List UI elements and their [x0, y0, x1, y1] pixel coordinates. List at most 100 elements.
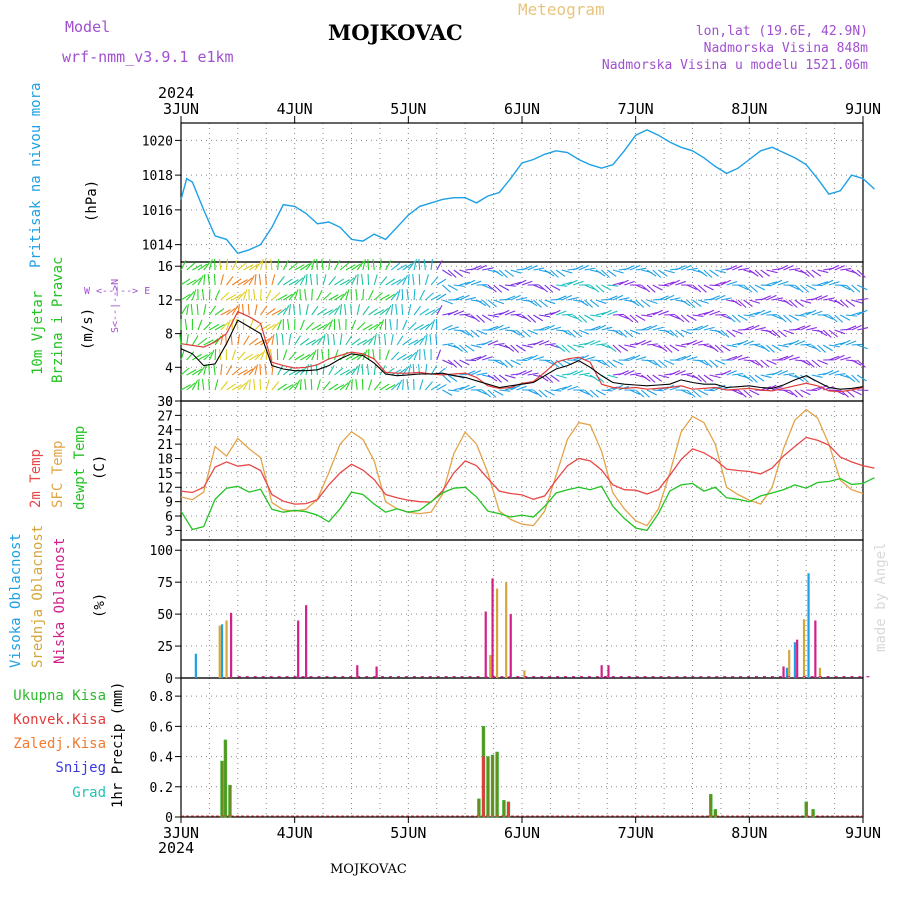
wind-barb — [555, 386, 567, 391]
wind-barb — [396, 353, 407, 361]
wind-barb — [544, 374, 554, 383]
wind-barb — [237, 369, 248, 376]
wind-barb — [737, 284, 749, 291]
wind-barb — [231, 259, 238, 271]
cloud-bar — [802, 619, 806, 678]
wind-barb — [794, 359, 806, 362]
cloud-baseline-mark — [293, 676, 297, 678]
pressure-line — [180, 129, 875, 255]
cloud-baseline-mark — [627, 676, 631, 678]
wind-barb — [544, 284, 554, 293]
cloud-baseline-mark — [619, 676, 623, 678]
wind-barb — [299, 378, 302, 391]
wind-barb — [282, 367, 293, 376]
wind-barb — [720, 297, 732, 301]
wind-barb — [641, 314, 653, 318]
wind-barb — [424, 334, 428, 346]
wind-barb — [646, 324, 658, 331]
cloud-baseline-mark — [508, 676, 512, 678]
wind-barb — [311, 305, 319, 316]
wind-barb — [345, 379, 352, 391]
cloud-baseline-mark — [595, 676, 599, 678]
wind-barb — [294, 277, 304, 286]
cloud-baseline-mark — [301, 676, 305, 678]
wind-barb — [423, 259, 426, 271]
wind-barb — [584, 389, 594, 398]
day-label-top-3: 6JUN — [504, 100, 540, 118]
wind-barb — [231, 293, 242, 301]
precip-bar — [507, 801, 510, 817]
wind-barb — [840, 339, 851, 346]
cloud-baseline-mark — [579, 676, 583, 678]
wind-barb — [442, 359, 453, 366]
wind-barb — [572, 265, 584, 271]
wind-barb — [572, 356, 584, 361]
wind-barb — [476, 354, 487, 361]
wind-barb — [521, 369, 533, 376]
wind-barb — [817, 359, 828, 365]
wind-barb — [277, 319, 282, 331]
wind-barb — [481, 299, 491, 308]
wind-barb — [726, 280, 738, 286]
wind-barb — [271, 292, 281, 301]
wind-barb — [442, 342, 454, 346]
cloud-baseline-mark — [444, 676, 448, 678]
wind-barb — [305, 364, 310, 376]
wind-barb — [737, 267, 749, 271]
wind-barb — [783, 354, 794, 361]
cloud-bar — [509, 614, 512, 678]
wind-barb — [287, 319, 290, 331]
wind-barb — [521, 356, 533, 361]
wind-barb — [197, 365, 206, 376]
wind-barb — [783, 389, 794, 396]
wind-barb — [339, 382, 349, 391]
wind-barb — [834, 314, 844, 323]
wind-barb — [851, 299, 863, 304]
wind-barb — [493, 374, 503, 383]
temp-2m-line — [180, 436, 875, 505]
wind-barb — [294, 264, 305, 271]
tick-label-precip: 0.4 — [150, 751, 174, 766]
wind-barb — [271, 274, 276, 286]
wind-barb — [282, 278, 293, 286]
wind-barb — [226, 383, 236, 391]
wind-barb — [213, 258, 216, 271]
day-label-top-1: 4JUN — [277, 100, 313, 118]
wind-barb — [203, 304, 207, 316]
wind-barb — [703, 389, 715, 392]
year-bottom: 2024 — [158, 839, 195, 857]
wind-barb — [680, 389, 692, 396]
wind-barb — [498, 359, 508, 368]
wind-barb — [334, 384, 345, 391]
tick-label-pressure: 1014 — [142, 239, 173, 254]
wind-barb — [652, 298, 664, 301]
tick-label-cloud: 0 — [165, 672, 173, 687]
wind-barb — [714, 344, 724, 353]
wind-barb — [510, 329, 521, 336]
wind-barb — [186, 369, 197, 376]
wind-barb — [385, 293, 396, 301]
cloud-baseline-mark — [866, 676, 870, 678]
wind-barb — [226, 307, 236, 316]
wind-barb — [362, 337, 373, 346]
wind-barb — [822, 344, 833, 352]
wind-barb — [510, 281, 522, 286]
wind-barb — [743, 284, 753, 293]
cloud-bar — [814, 620, 817, 678]
wind-barb — [720, 329, 730, 338]
cloud-bar — [796, 639, 799, 678]
wind-barb — [339, 304, 343, 316]
wind-barb — [658, 374, 670, 379]
wind-barb — [430, 319, 436, 331]
wind-barb — [823, 297, 835, 301]
wind-barb — [669, 344, 680, 352]
wind-barb — [675, 370, 686, 376]
wind-barb — [800, 359, 811, 366]
wind-barb — [652, 389, 664, 392]
wind-barb — [493, 343, 505, 346]
wind-barb — [328, 319, 334, 331]
wind-barb — [373, 334, 377, 346]
wind-barb — [447, 284, 458, 291]
footer-station: MOJKOVAC — [330, 862, 407, 877]
